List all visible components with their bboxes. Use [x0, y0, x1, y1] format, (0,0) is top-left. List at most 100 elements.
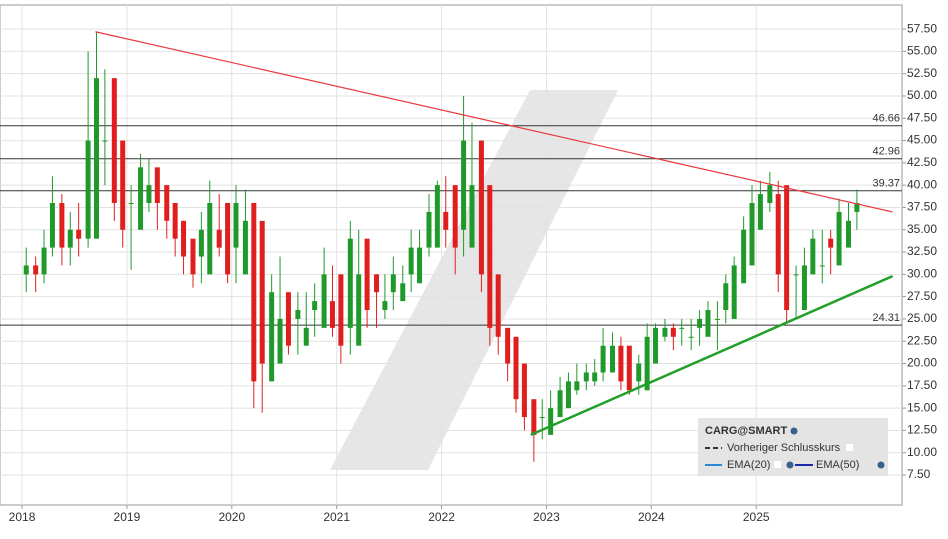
candle-body — [207, 203, 213, 275]
candle-body — [93, 78, 99, 239]
x-tick-label: 2019 — [114, 510, 141, 524]
x-tick-label: 2018 — [9, 510, 36, 524]
candle-body — [548, 408, 554, 435]
candle-body — [757, 194, 763, 230]
candle-body — [426, 211, 432, 248]
candle-body — [59, 203, 65, 248]
x-tick-label: 2024 — [638, 510, 665, 524]
candle-body — [233, 203, 239, 248]
candle-body — [364, 238, 370, 311]
legend-label: EMA(50) — [816, 459, 859, 471]
candle-body — [749, 203, 755, 266]
candle-body — [836, 211, 842, 266]
candle-body — [295, 310, 301, 319]
candle-body — [277, 318, 283, 364]
y-tick-label: 25.00 — [907, 311, 937, 325]
candle-body — [636, 363, 642, 382]
candle-body — [626, 345, 632, 391]
x-tick-label: 2021 — [323, 510, 350, 524]
level-label: 24.31 — [872, 312, 900, 324]
candle-body — [452, 185, 458, 248]
trend-line — [95, 31, 893, 213]
candle-body — [382, 301, 388, 311]
candle-body — [775, 194, 781, 275]
candle-body — [285, 292, 291, 346]
y-tick-label: 10.00 — [907, 445, 937, 459]
candle-body — [41, 247, 47, 275]
candle-body — [329, 301, 335, 328]
candle-body — [731, 265, 737, 319]
candle-body — [705, 310, 711, 337]
candle-body — [487, 185, 493, 328]
x-tick-label: 2023 — [533, 510, 560, 524]
candle-body — [539, 417, 545, 419]
candle-body — [583, 372, 589, 382]
candle-body — [259, 220, 265, 364]
candle-body — [662, 327, 668, 337]
legend-label: EMA(20) — [727, 459, 770, 471]
candle-body — [697, 318, 703, 328]
candle-body — [819, 265, 825, 267]
candle-body — [356, 274, 362, 346]
candle-body — [102, 140, 108, 142]
candle-body — [505, 327, 511, 364]
candle-body — [400, 283, 406, 302]
candle-body — [600, 345, 606, 373]
candle-body — [312, 301, 318, 311]
legend-checkbox[interactable] — [846, 444, 853, 451]
y-tick-label: 57.50 — [907, 21, 937, 35]
candle-body — [854, 203, 860, 212]
y-tick-label: 35.00 — [907, 222, 937, 236]
legend-label: Vorheriger Schlusskurs — [727, 442, 841, 454]
candle-body — [653, 327, 659, 364]
candle-body — [23, 265, 29, 275]
candle-body — [531, 399, 537, 435]
legend-icon — [877, 461, 885, 469]
y-tick-label: 47.50 — [907, 110, 937, 124]
candle-body — [417, 247, 423, 284]
y-tick-label: 30.00 — [907, 267, 937, 281]
y-tick-label: 15.00 — [907, 400, 937, 414]
candle-body — [49, 203, 55, 248]
candle-body — [688, 336, 694, 338]
candle-body — [321, 274, 327, 328]
candle-body — [767, 185, 773, 204]
candle-body — [303, 327, 309, 346]
y-tick-label: 22.50 — [907, 333, 937, 347]
candle-body — [390, 274, 396, 293]
y-tick-label: 27.50 — [907, 289, 937, 303]
candle-body — [461, 140, 467, 230]
candle-body — [513, 336, 519, 400]
candle-body — [269, 292, 275, 382]
y-tick-label: 12.50 — [907, 423, 937, 437]
candle-body — [242, 220, 248, 275]
candle-body — [723, 283, 729, 311]
candle-body — [216, 229, 222, 248]
candle-body — [251, 203, 257, 382]
candle-body — [181, 220, 187, 257]
candle-body — [714, 318, 720, 320]
legend-icon — [786, 461, 794, 469]
candle-body — [146, 185, 152, 204]
candle-body — [679, 327, 685, 329]
y-tick-label: 32.50 — [907, 244, 937, 258]
candle-body — [338, 274, 344, 346]
candle-body — [495, 274, 501, 337]
x-tick-label: 2020 — [218, 510, 245, 524]
y-tick-label: 45.00 — [907, 133, 937, 147]
trend-line — [530, 274, 894, 437]
candle-body — [67, 229, 73, 248]
candle-body — [434, 185, 440, 248]
candle-body — [443, 211, 449, 230]
candle-body — [574, 381, 580, 391]
candle-body — [592, 372, 598, 382]
y-tick-label: 37.50 — [907, 200, 937, 214]
candle-body — [670, 327, 676, 337]
candle-body — [111, 78, 117, 204]
legend-checkbox[interactable] — [774, 461, 781, 468]
level-label: 39.37 — [872, 178, 900, 190]
candle-body — [374, 274, 380, 293]
candle-body — [154, 167, 160, 204]
y-tick-label: 17.50 — [907, 378, 937, 392]
